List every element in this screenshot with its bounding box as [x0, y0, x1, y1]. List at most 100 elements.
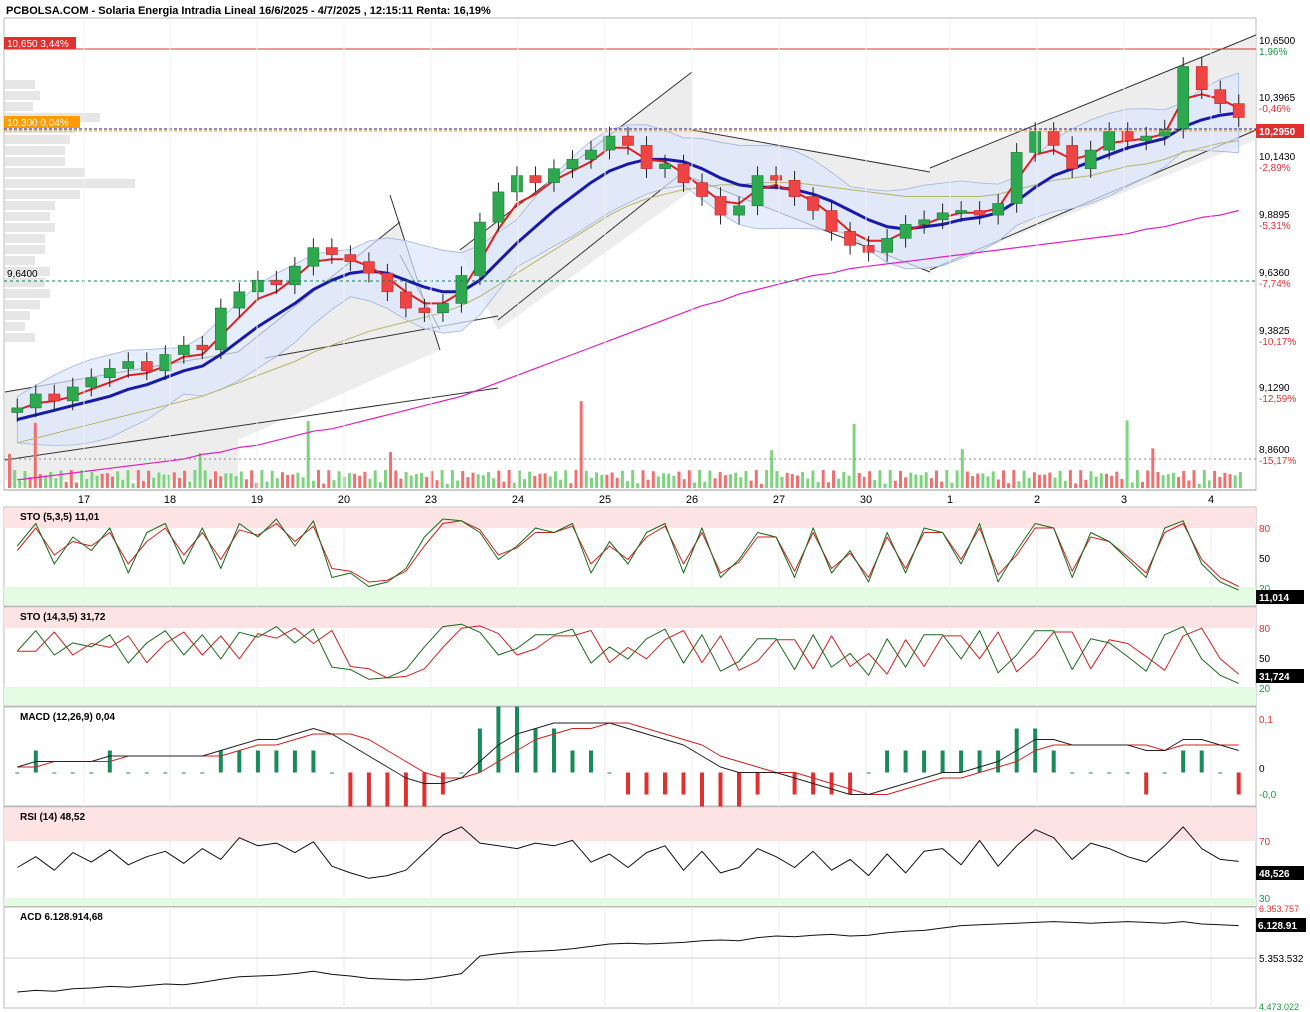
- volume-bar: [1074, 483, 1078, 488]
- channel-line: [4, 387, 499, 461]
- chart-title: PCBOLSA.COM - Solaria Energia Intradia L…: [6, 5, 491, 17]
- volume-bar: [394, 470, 398, 488]
- macd-signal-line: [17, 722, 1239, 795]
- date-tick-label: 26: [686, 494, 698, 506]
- macd-histogram-bar: [403, 772, 408, 839]
- candle-body: [881, 238, 893, 253]
- volume-bar: [574, 470, 578, 488]
- volume-bar: [239, 471, 243, 488]
- volume-bar: [873, 480, 877, 488]
- candle-body: [899, 224, 912, 239]
- channel-line: [497, 164, 693, 321]
- candle-body: [1066, 145, 1078, 169]
- candle-body: [603, 135, 616, 151]
- candle-body: [122, 361, 135, 369]
- candle-body: [11, 407, 24, 413]
- volume-bar: [631, 470, 635, 488]
- volume-bar: [780, 476, 784, 488]
- oversold-zone: [4, 898, 1256, 906]
- macd-histogram-bar: [237, 750, 242, 773]
- volume-bar: [281, 472, 284, 488]
- volume-bar: [729, 474, 732, 488]
- volume-bar: [430, 471, 434, 488]
- volume-bar: [1197, 484, 1201, 488]
- volume-bar: [734, 472, 738, 488]
- macd-histogram-bar: [903, 750, 908, 773]
- last-value-box: [1256, 669, 1304, 683]
- macd-line: [17, 722, 1239, 795]
- volume-bar: [553, 471, 557, 488]
- volume-bar: [548, 476, 552, 488]
- candle-body: [474, 221, 486, 276]
- level-label: 20: [1259, 584, 1271, 595]
- volume-bar: [770, 450, 774, 488]
- volume-bar: [667, 473, 671, 488]
- volume-profile-bar: [5, 267, 50, 276]
- candle-body: [788, 180, 801, 197]
- volume-bar: [389, 452, 393, 488]
- macd-histogram-bar: [1144, 772, 1149, 795]
- panel-label: STO (5,3,5) 11,01: [20, 512, 100, 523]
- volume-bar: [1156, 472, 1160, 488]
- volume-bar: [141, 481, 145, 488]
- sto2-slow-line: [17, 625, 1240, 679]
- macd-histogram-bar: [1236, 772, 1241, 795]
- volume-bar: [378, 482, 382, 488]
- level-label: 80: [1259, 624, 1271, 635]
- volume-bar: [965, 471, 969, 488]
- volume-bar: [1084, 479, 1088, 488]
- candle-body: [381, 272, 394, 293]
- macd-histogram-bar: [126, 772, 131, 774]
- volume-bar: [759, 483, 763, 488]
- volume-profile-bar: [5, 157, 65, 166]
- candle-body: [325, 247, 338, 255]
- volume-bar: [487, 472, 490, 488]
- volume-bar: [610, 472, 614, 488]
- overbought-zone: [4, 608, 1256, 628]
- volume-bar: [270, 470, 274, 488]
- volume-bar: [18, 480, 22, 488]
- volume-bar: [13, 470, 17, 488]
- level-label: 0,1: [1259, 715, 1273, 726]
- macd-histogram-bar: [218, 750, 223, 773]
- volume-bar: [1125, 420, 1129, 488]
- volume-bar: [708, 470, 712, 488]
- macd-histogram-bar: [459, 772, 464, 774]
- volume-bar: [899, 470, 902, 488]
- volume-bar: [1079, 470, 1083, 488]
- volume-profile-bar: [5, 80, 35, 89]
- volume-bar: [224, 473, 228, 488]
- level-label: 20: [1259, 684, 1271, 695]
- volume-bar: [1043, 474, 1047, 488]
- macd-histogram-bar: [792, 772, 797, 795]
- candle-body: [529, 175, 542, 183]
- volume-bar: [646, 479, 650, 488]
- macd-histogram-bar: [329, 772, 334, 774]
- macd-histogram-bar: [644, 772, 649, 795]
- last-value-box: [1256, 590, 1304, 604]
- volume-bar: [1228, 474, 1232, 488]
- candle-body: [362, 261, 375, 274]
- volume-bar: [152, 477, 156, 488]
- price-tick-label: 9,6360: [1259, 268, 1290, 279]
- candle-body: [585, 149, 597, 160]
- mid-price-flag: [4, 116, 80, 128]
- volume-bar: [590, 477, 593, 488]
- volume-bar: [832, 470, 835, 488]
- candle-body: [566, 159, 579, 169]
- volume-bar: [399, 478, 403, 488]
- volume-bar: [533, 476, 537, 488]
- volume-bar: [723, 475, 727, 488]
- volume-bar: [502, 481, 506, 488]
- candle-body: [992, 203, 1004, 216]
- price-tick-label: 9,1290: [1259, 383, 1290, 394]
- date-tick-label: 30: [860, 494, 872, 506]
- volume-bar: [1048, 472, 1052, 488]
- volume-bar: [44, 475, 48, 488]
- macd-histogram-bar: [52, 772, 57, 774]
- volume-bar: [147, 470, 151, 488]
- channel-line: [691, 129, 931, 173]
- volume-bar: [600, 474, 604, 488]
- macd-histogram-bar: [922, 750, 927, 773]
